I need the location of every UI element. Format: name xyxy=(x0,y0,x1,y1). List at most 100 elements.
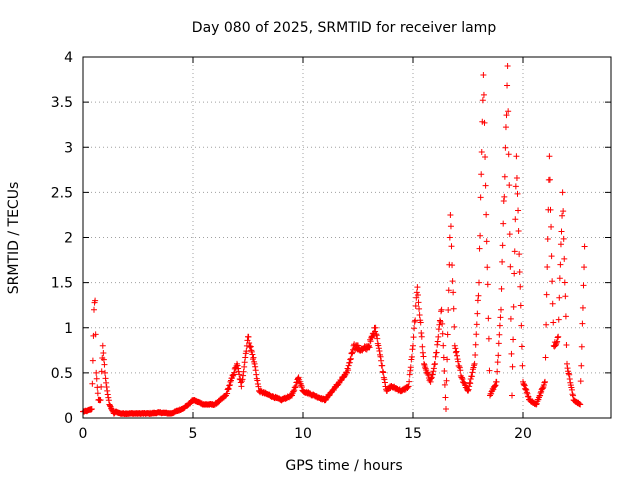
data-point xyxy=(516,269,523,276)
data-point xyxy=(537,392,544,399)
plot-frame xyxy=(82,56,612,419)
data-point xyxy=(254,380,261,387)
data-point xyxy=(512,216,519,223)
data-point xyxy=(537,390,544,397)
grid-lines xyxy=(83,57,611,418)
data-point xyxy=(295,375,302,382)
data-point xyxy=(471,362,478,369)
data-point xyxy=(434,338,441,345)
data-point xyxy=(429,371,436,378)
data-point xyxy=(104,391,111,398)
data-point xyxy=(478,171,485,178)
data-point xyxy=(411,325,418,332)
data-point xyxy=(491,382,498,389)
data-point xyxy=(430,368,437,375)
data-point xyxy=(444,331,451,338)
data-point xyxy=(428,374,435,381)
data-point xyxy=(88,406,95,413)
data-point xyxy=(227,378,234,385)
data-point xyxy=(454,352,460,359)
x-tick-label: 15 xyxy=(404,426,422,442)
data-point xyxy=(581,243,588,250)
data-point xyxy=(240,368,247,375)
data-point xyxy=(580,282,587,289)
data-point xyxy=(464,387,471,394)
axes: 0 5 10 15 20 0 0.5 1 1.5 2 2.5 3 3.5 4 xyxy=(51,50,611,442)
data-point xyxy=(440,342,447,349)
data-point xyxy=(543,321,550,328)
x-tick-label: 10 xyxy=(294,426,312,442)
data-point xyxy=(519,362,526,369)
data-point xyxy=(449,278,456,285)
data-point xyxy=(372,324,379,331)
data-point xyxy=(561,279,568,286)
data-point xyxy=(439,320,446,327)
data-point xyxy=(555,333,562,340)
data-point xyxy=(230,372,237,379)
data-point xyxy=(355,342,361,349)
y-tick-label: 2 xyxy=(64,231,73,247)
x-tick-label: 20 xyxy=(514,426,532,442)
data-point xyxy=(98,383,105,390)
data-point xyxy=(237,379,244,386)
data-point xyxy=(252,363,259,370)
data-point xyxy=(563,341,570,348)
data-point xyxy=(494,368,501,375)
data-point xyxy=(447,211,454,218)
data-point xyxy=(245,333,252,340)
data-point xyxy=(412,302,419,309)
data-point xyxy=(496,331,503,338)
data-point xyxy=(438,308,445,315)
data-point xyxy=(477,194,484,201)
data-point xyxy=(562,293,569,300)
data-point xyxy=(566,371,573,378)
data-point xyxy=(458,374,465,381)
data-point xyxy=(243,348,250,355)
data-point xyxy=(103,383,110,390)
data-point xyxy=(459,375,466,382)
data-point xyxy=(435,326,442,333)
data-point xyxy=(246,339,253,346)
data-point xyxy=(524,393,531,400)
data-point xyxy=(413,289,420,296)
x-tick-label: 0 xyxy=(79,426,88,442)
data-point xyxy=(475,292,482,299)
data-point xyxy=(292,383,299,390)
data-point xyxy=(547,206,554,213)
data-point xyxy=(476,279,482,286)
data-point xyxy=(570,392,577,399)
data-points xyxy=(80,63,588,418)
data-point xyxy=(495,340,502,347)
data-point xyxy=(501,193,508,200)
data-point xyxy=(500,197,507,204)
data-point xyxy=(513,174,520,181)
data-point xyxy=(420,353,427,360)
data-point xyxy=(422,364,429,371)
data-point xyxy=(365,343,372,350)
y-tick-label: 0 xyxy=(64,411,73,427)
data-point xyxy=(251,360,258,367)
data-point xyxy=(344,369,350,376)
data-point xyxy=(564,360,570,367)
data-point xyxy=(373,332,380,339)
data-point xyxy=(436,321,443,328)
data-point xyxy=(410,334,417,341)
data-point xyxy=(414,292,421,299)
data-point xyxy=(457,367,464,374)
data-point xyxy=(461,379,468,386)
data-point xyxy=(406,371,413,378)
data-point xyxy=(105,397,112,404)
y-tick-label: 1.5 xyxy=(51,276,73,292)
data-point xyxy=(88,405,95,412)
data-point xyxy=(235,365,242,372)
data-point xyxy=(377,353,384,360)
data-point xyxy=(345,367,352,374)
data-point xyxy=(483,211,490,218)
data-point xyxy=(349,349,356,356)
data-point xyxy=(379,368,386,375)
data-point xyxy=(247,344,254,351)
data-point xyxy=(513,153,520,160)
data-point xyxy=(472,352,479,359)
data-point xyxy=(516,251,523,258)
